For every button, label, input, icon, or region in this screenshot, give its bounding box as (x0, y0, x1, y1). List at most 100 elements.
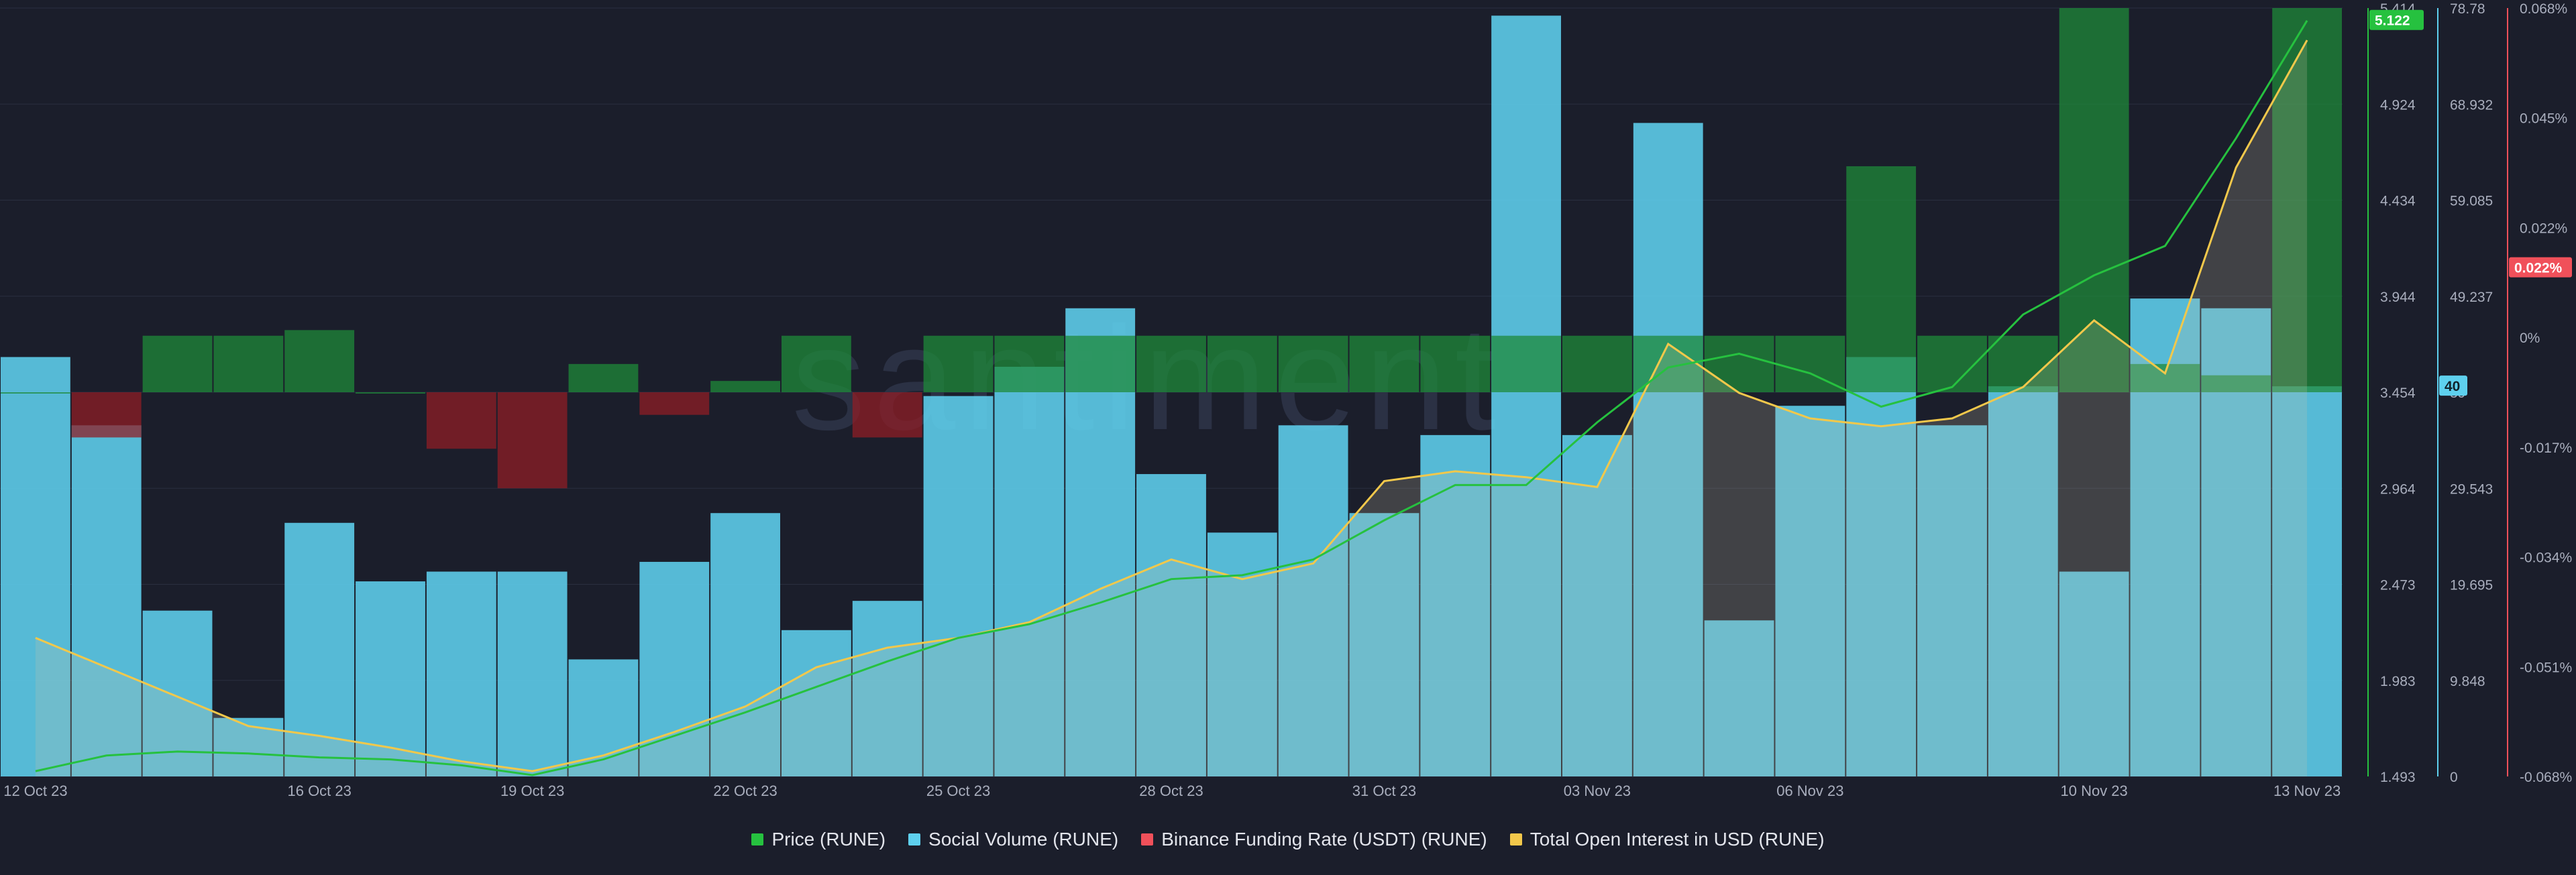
x-tick-label: 12 Oct 23 (3, 782, 67, 799)
legend-swatch-funding-rate (1141, 833, 1154, 845)
y-tick-label: 19.695 (2450, 578, 2493, 593)
y-tick-label: 1.983 (2380, 674, 2416, 689)
funding-rate-bar (213, 335, 284, 392)
legend-item-price[interactable]: Price (RUNE) (751, 829, 885, 850)
x-tick-label: 03 Nov 23 (1564, 782, 1631, 799)
y-tick-label: 68.932 (2450, 97, 2493, 113)
funding-rate-bar (1491, 335, 1561, 392)
current-value-label: 40 (2445, 379, 2460, 394)
funding-rate-bar (426, 392, 496, 449)
current-value-label: 0.022% (2514, 261, 2563, 276)
y-tick-label: 3.944 (2380, 290, 2416, 305)
y-tick-label: 1.493 (2380, 770, 2416, 785)
social-volume-bar (142, 610, 213, 776)
x-tick-label: 28 Oct 23 (1139, 782, 1203, 799)
y-tick-label: 29.543 (2450, 481, 2493, 497)
current-value-label: 5.122 (2375, 13, 2410, 29)
social-volume-bar (213, 717, 284, 776)
funding-rate-bar (1704, 335, 1774, 392)
social-volume-bar (1, 357, 70, 776)
social-volume-bar (1704, 620, 1774, 776)
y-tick-label: 3.454 (2380, 386, 2416, 401)
x-tick-label: 25 Oct 23 (926, 782, 990, 799)
funding-rate-bar (71, 392, 142, 438)
funding-rate-bar (1420, 335, 1491, 392)
open-interest-area (35, 40, 2308, 777)
funding-rate-bar (2059, 8, 2129, 392)
social-volume-bar (1491, 15, 1561, 776)
social-volume-bar (923, 396, 994, 776)
y-tick-label: 78.78 (2450, 1, 2485, 17)
funding-rate-bar (1775, 335, 1845, 392)
funding-rate-bar (782, 335, 851, 392)
legend-label-price: Price (RUNE) (771, 829, 886, 850)
funding-rate-bars (1, 8, 2342, 489)
social-volume-bar (1349, 513, 1419, 776)
y-tick-label: 0.045% (2520, 111, 2567, 127)
funding-rate-bar (923, 335, 994, 392)
legend-item-funding-rate[interactable]: Binance Funding Rate (USDT) (RUNE) (1141, 829, 1487, 850)
legend: Price (RUNE) Social Volume (RUNE) Binanc… (0, 826, 2576, 853)
social-volume-bar (710, 513, 780, 776)
y-tick-label: 0.068% (2520, 1, 2567, 17)
funding-rate-bar (994, 335, 1065, 392)
legend-label-social-volume: Social Volume (RUNE) (928, 829, 1119, 850)
funding-rate-bar (356, 392, 425, 394)
social-volume-bar (1562, 434, 1632, 776)
y-tick-label: 2.473 (2380, 578, 2416, 593)
funding-rate-bar (1, 392, 70, 394)
social-volume-bar (1988, 386, 2058, 776)
legend-label-funding-rate: Binance Funding Rate (USDT) (RUNE) (1161, 829, 1487, 850)
funding-rate-bar (710, 381, 780, 392)
funding-rate-bar (639, 392, 710, 415)
social-volume-bar (1633, 123, 1703, 777)
social-volume-bar (1420, 434, 1491, 776)
funding-rate-bar (284, 330, 355, 392)
legend-swatch-social-volume (908, 833, 921, 845)
funding-rate-bar (2272, 8, 2342, 392)
current-value-badge (2369, 9, 2424, 30)
y-tick-label: -0.068% (2520, 770, 2572, 785)
x-tick-label: 06 Nov 23 (1776, 782, 1843, 799)
current-value-badge (2509, 257, 2572, 278)
social-volume-bar (1136, 474, 1206, 776)
y-axes: 5.4144.9244.4343.9443.4542.9642.4731.983… (2367, 1, 2572, 785)
legend-label-open-interest: Total Open Interest in USD (RUNE) (1529, 829, 1825, 850)
price-line (35, 19, 2308, 776)
funding-rate-bar (1065, 335, 1136, 392)
x-tick-label: 19 Oct 23 (500, 782, 564, 799)
funding-rate-bar (142, 335, 213, 392)
y-tick-label: -0.051% (2520, 660, 2572, 675)
legend-item-social-volume[interactable]: Social Volume (RUNE) (908, 829, 1118, 850)
y-tick-label: 4.434 (2380, 194, 2416, 209)
social-volume-bar (994, 367, 1065, 776)
legend-swatch-open-interest (1509, 833, 1522, 845)
funding-rate-bar (1846, 166, 1917, 393)
funding-rate-bar (1349, 335, 1419, 392)
funding-rate-bar (1207, 335, 1277, 392)
x-tick-label: 13 Nov 23 (2273, 782, 2341, 799)
funding-rate-bar (568, 363, 639, 392)
legend-item-open-interest[interactable]: Total Open Interest in USD (RUNE) (1509, 829, 1825, 850)
y-tick-label: 4.924 (2380, 97, 2416, 113)
funding-rate-bar (1278, 335, 1348, 392)
x-tick-label: 22 Oct 23 (713, 782, 777, 799)
social-volume-bar (284, 522, 355, 776)
open-interest-line (35, 40, 2308, 772)
current-value-badge (2439, 375, 2467, 396)
funding-rate-bar (852, 392, 922, 438)
series-lines (35, 19, 2308, 777)
funding-rate-bar (1562, 335, 1632, 392)
x-axis: 12 Oct 23 16 Oct 23 19 Oct 23 22 Oct 23 25 O… (3, 782, 2341, 799)
y-tick-label: -0.034% (2520, 550, 2572, 566)
social-volume-bar (71, 425, 142, 776)
funding-rate-bar (497, 392, 568, 489)
funding-rate-bar (1136, 335, 1206, 392)
funding-rate-bar (2201, 375, 2271, 392)
social-volume-bar (426, 571, 496, 776)
social-volume-bar (1278, 425, 1348, 776)
y-tick-label: 0% (2520, 331, 2540, 346)
funding-rate-bar (2130, 363, 2200, 392)
